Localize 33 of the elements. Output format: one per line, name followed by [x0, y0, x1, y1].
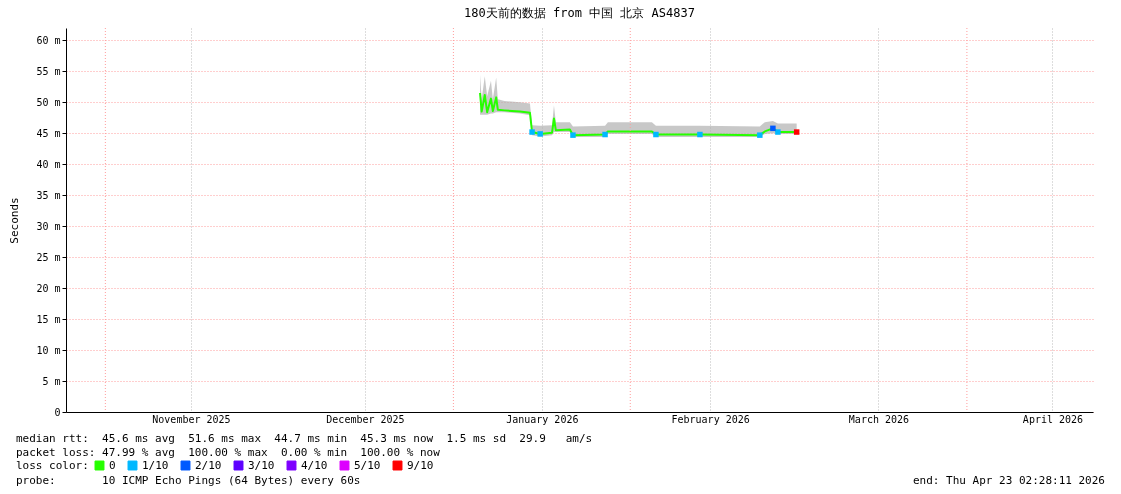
y-tick-label: 40 m — [36, 158, 61, 170]
y-tick-label: 50 m — [36, 96, 61, 108]
x-tick-label: February 2026 — [671, 413, 750, 425]
y-tick-label: 25 m — [36, 251, 61, 263]
x-tick-label: November 2025 — [152, 413, 231, 425]
y-tick-label: 55 m — [36, 65, 61, 77]
y-tick-label: 60 m — [36, 34, 61, 46]
legend-label: 3/10 — [248, 458, 275, 472]
legend-label: 2/10 — [195, 458, 222, 472]
y-tick-label: 45 m — [36, 127, 61, 139]
chart-title: 180天前的数据 from 中国 北京 AS4837 — [464, 5, 695, 20]
legend-label: 9/10 — [407, 458, 434, 472]
legend-label: 0 — [109, 458, 116, 472]
y-tick-label: 20 m — [36, 282, 61, 294]
x-tick-label: January 2026 — [506, 413, 579, 425]
y-tick-label: 15 m — [36, 313, 61, 325]
y-tick-label: 10 m — [36, 344, 61, 356]
y-axis-title: Seconds — [8, 197, 22, 244]
y-tick-label: 5 m — [42, 375, 61, 387]
y-tick-label: 30 m — [36, 220, 61, 232]
y-tick-label: 35 m — [36, 189, 61, 201]
text: probe: 10 ICMP Echo Pings (64 Bytes) every 60s — [16, 474, 361, 487]
text: median rtt: 45.6 ms avg 51.6 ms max 44.7 ms min 45.3 ms now 1.5 ms sd 29.9 am/s — [16, 432, 593, 445]
x-tick-label: March 2026 — [848, 413, 910, 425]
legend-title: loss color: — [16, 459, 89, 472]
legend-label: 5/10 — [354, 458, 381, 472]
text: end: Thu Apr 23 02:28:11 2026 — [912, 474, 1105, 487]
x-tick-label: April 2026 — [1022, 413, 1084, 425]
legend-label: 1/10 — [142, 458, 169, 472]
legend-label: 4/10 — [301, 458, 328, 472]
y-tick-label: 0 — [54, 406, 61, 418]
text: packet loss: 47.99 % avg 100.00 % max 0.00 % min 100.00 % now — [16, 446, 440, 459]
x-tick-label: December 2025 — [326, 413, 405, 425]
